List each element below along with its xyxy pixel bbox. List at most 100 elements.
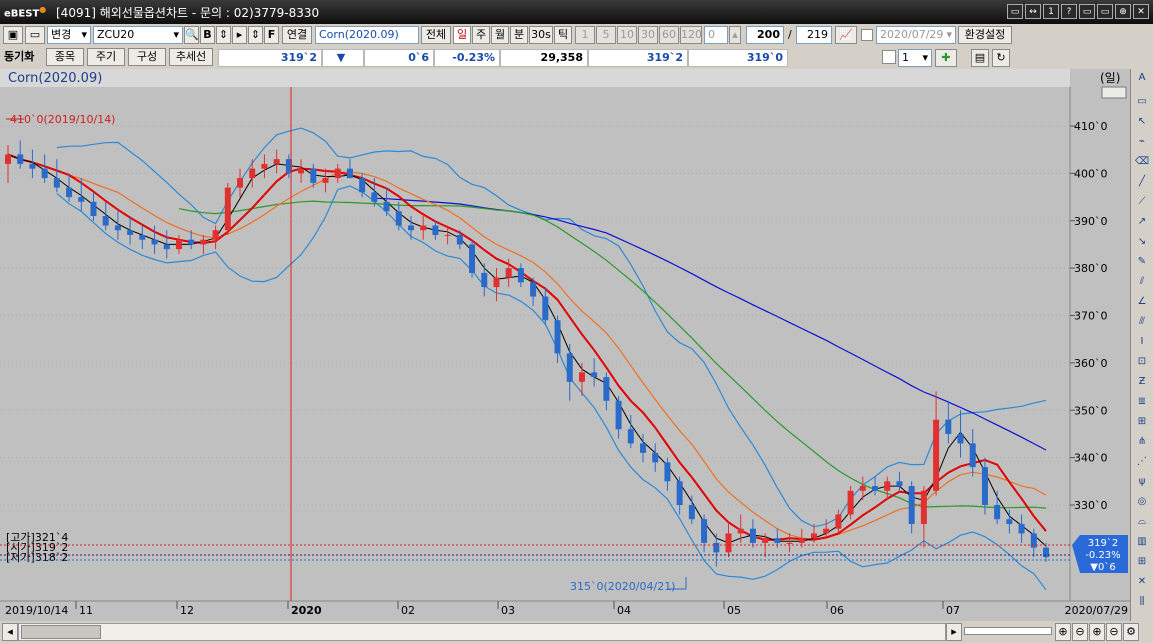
arrow-tool-icon[interactable]: ↘ (1137, 236, 1147, 247)
pencil-tool-icon[interactable]: ✎ (1137, 256, 1147, 267)
period-month-tab[interactable]: 월 (491, 26, 509, 44)
candle-body (1006, 519, 1013, 524)
symbol-code-input[interactable]: ZCU20 ▾ (93, 26, 183, 44)
all-button[interactable]: 전체 (421, 26, 451, 44)
magnet-tool-icon[interactable]: ⌁ (1138, 136, 1146, 147)
f-button[interactable]: F (264, 26, 279, 44)
candle (652, 443, 659, 472)
link-button[interactable]: 연결 (282, 26, 312, 44)
bar-count-input[interactable]: 200 (746, 26, 784, 44)
minute-60-button[interactable]: 60 (659, 26, 679, 44)
box-tool-icon[interactable]: ⊡ (1137, 356, 1147, 367)
add-icon[interactable]: ✚ (935, 49, 957, 67)
select-tool-icon[interactable]: ▭ (1137, 96, 1147, 107)
period-30s-tab[interactable]: 30s (529, 26, 553, 44)
monitor-icon[interactable]: ▭ (25, 26, 45, 44)
volume-tool-icon[interactable]: ⫼ (1139, 596, 1145, 607)
help-icon[interactable]: ? (1061, 4, 1077, 19)
delete-tool-icon[interactable]: ✕ (1137, 576, 1147, 587)
candle-body (945, 419, 952, 434)
scroll-right-icon[interactable]: ▸ (946, 623, 962, 641)
candle-body (237, 178, 244, 188)
save-icon[interactable]: ▤ (971, 49, 989, 67)
period-minute-tab[interactable]: 분 (510, 26, 528, 44)
restore-icon[interactable]: ▭ (1007, 4, 1023, 19)
maximize-icon[interactable]: ▭ (1079, 4, 1095, 19)
period-week-tab[interactable]: 주 (472, 26, 490, 44)
chart-settings-icon[interactable]: ⚙ (1123, 623, 1139, 641)
item-button[interactable]: 종목 (46, 48, 84, 66)
date-input[interactable]: 2020/07/29 ▾ (876, 26, 956, 44)
angle-tool-icon[interactable]: ∠ (1137, 296, 1147, 307)
chart-icon[interactable]: 📈 (835, 26, 857, 44)
arc-tool-icon[interactable]: ⌓ (1138, 516, 1146, 527)
cycle-tool-icon[interactable]: ⋔ (1137, 436, 1147, 447)
ellipse-tool-icon[interactable]: ◎ (1137, 496, 1147, 507)
trendline-button[interactable]: 추세선 (169, 48, 213, 66)
trend-tool-icon[interactable]: ↗ (1137, 216, 1147, 227)
minute-10-button[interactable]: 10 (617, 26, 637, 44)
compose-button[interactable]: 구성 (128, 48, 166, 66)
overlay-checkbox[interactable] (882, 50, 896, 64)
arrow-right-icon[interactable]: ▸ (232, 26, 247, 44)
parallel-tool-icon[interactable]: ⫻ (1139, 316, 1145, 327)
ray-tool-icon[interactable]: ⟋ (1138, 196, 1146, 207)
refresh-icon[interactable]: ↻ (992, 49, 1010, 67)
tile-icon[interactable]: ▭ (1097, 4, 1113, 19)
up-down-icon[interactable]: ⇕ (216, 26, 231, 44)
channel-tool-icon[interactable]: ⫽ (1139, 276, 1145, 287)
minute-120-button[interactable]: 120 (680, 26, 702, 44)
vertical-line-icon[interactable]: Ⅰ (1140, 336, 1144, 347)
period-day-tab[interactable]: 일 (453, 26, 471, 44)
zoom-out-icon[interactable]: ⊖ (1072, 623, 1088, 641)
axis-settings-icon[interactable] (1101, 86, 1127, 99)
spin-icon[interactable]: ▴ (729, 26, 741, 44)
chart-area[interactable]: Corn(2020.09) (일) 410`0 400`0 390`0 380`0 37… (0, 69, 1130, 621)
zoom-slider[interactable] (964, 627, 1052, 635)
horizontal-scrollbar[interactable] (18, 623, 946, 641)
close-icon[interactable]: ✕ (1133, 4, 1149, 19)
candle (542, 287, 549, 325)
speed-tool-icon[interactable]: ⋰ (1137, 456, 1147, 467)
settings-button[interactable]: 환경설정 (958, 26, 1012, 44)
price-chart[interactable]: Corn(2020.09) (일) 410`0 400`0 390`0 380`0 37… (0, 69, 1130, 621)
grid-tool-icon[interactable]: ⊞ (1137, 556, 1147, 567)
pitchfork-tool-icon[interactable]: ψ (1138, 476, 1146, 487)
gann-tool-icon[interactable]: ⊞ (1137, 416, 1147, 427)
change-select[interactable]: 변경 ▾ (47, 26, 91, 44)
candle (664, 457, 671, 491)
candle-body (1030, 533, 1037, 548)
zigzag-tool-icon[interactable]: Ƶ (1138, 376, 1146, 387)
fibo-tool-icon[interactable]: ≣ (1137, 396, 1147, 407)
candle (407, 216, 414, 240)
count-select[interactable]: 1 ▾ (898, 49, 932, 67)
eraser-tool-icon[interactable]: ⌫ (1134, 156, 1150, 167)
period-tick-tab[interactable]: 틱 (554, 26, 572, 44)
number-icon[interactable]: 1 (1043, 4, 1059, 19)
date-checkbox[interactable] (861, 29, 873, 41)
zoom-reset-icon[interactable]: ⊖ (1106, 623, 1122, 641)
search-icon[interactable]: 🔍 (184, 26, 199, 44)
screen-icon[interactable]: ▣ (3, 26, 23, 44)
minute-5-button[interactable]: 5 (596, 26, 616, 44)
zoom-in-icon[interactable]: ⊕ (1055, 623, 1071, 641)
bars-tool-icon[interactable]: ▥ (1137, 536, 1147, 547)
cursor-tool-icon[interactable]: ↖ (1137, 116, 1147, 127)
expand-icon[interactable]: ⊕ (1115, 4, 1131, 19)
line-tool-icon[interactable]: ╱ (1138, 176, 1146, 187)
pin-icon[interactable]: ↔ (1025, 4, 1041, 19)
b-button[interactable]: B (200, 26, 215, 44)
number-input[interactable]: 0 (704, 26, 728, 44)
minute-1-button[interactable]: 1 (575, 26, 595, 44)
legend-low: [저가]318`2 (6, 551, 68, 564)
up-down-icon-2[interactable]: ⇕ (248, 26, 263, 44)
chart-title: Corn(2020.09) (8, 71, 102, 86)
period-button[interactable]: 주기 (87, 48, 125, 66)
zoom-fit-icon[interactable]: ⊕ (1089, 623, 1105, 641)
minute-30-button[interactable]: 30 (638, 26, 658, 44)
scroll-thumb[interactable] (21, 625, 101, 639)
text-tool-icon[interactable]: A (1138, 72, 1146, 83)
scroll-left-icon[interactable]: ◂ (2, 623, 18, 641)
candle (102, 201, 109, 231)
candle (53, 159, 60, 193)
